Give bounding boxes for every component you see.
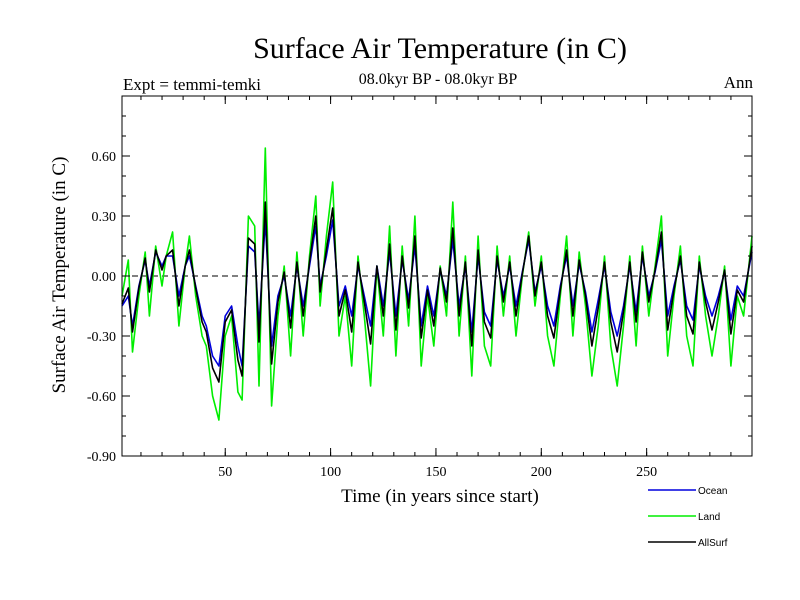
legend-label-land: Land bbox=[698, 512, 720, 523]
x-tick-label: 200 bbox=[531, 465, 552, 480]
y-tick-label: -0.30 bbox=[87, 330, 116, 345]
series-line-allsurf bbox=[121, 201, 753, 383]
legend-label-ocean: Ocean bbox=[698, 486, 727, 497]
y-tick-label: -0.90 bbox=[87, 450, 116, 465]
x-tick-label: 250 bbox=[636, 465, 657, 480]
season-label: Ann bbox=[724, 73, 754, 92]
legend: Ocean Land AllSurf bbox=[648, 486, 728, 549]
y-tick-label: 0.30 bbox=[92, 210, 117, 225]
experiment-label: Expt = temmi-temki bbox=[123, 75, 261, 94]
y-tick-label: 0.60 bbox=[92, 150, 117, 165]
y-tick-label: -0.60 bbox=[87, 390, 116, 405]
chart-subtitle: 08.0kyr BP - 08.0kyr BP bbox=[359, 71, 518, 88]
series-line-land bbox=[121, 147, 753, 421]
x-tick-label: 150 bbox=[425, 465, 446, 480]
plot-area: -0.90 -0.60 -0.30 0.00 0.30 0.60 50 100 150 200 25… bbox=[87, 95, 753, 480]
y-axis-label: Surface Air Temperature (in C) bbox=[49, 157, 70, 394]
x-tick-label: 100 bbox=[320, 465, 341, 480]
chart-title: Surface Air Temperature (in C) bbox=[253, 32, 627, 65]
y-tick-label: 0.00 bbox=[92, 270, 117, 285]
legend-label-allsurf: AllSurf bbox=[698, 538, 728, 549]
x-axis-label: Time (in years since start) bbox=[341, 486, 539, 507]
x-tick-label: 50 bbox=[218, 465, 232, 480]
